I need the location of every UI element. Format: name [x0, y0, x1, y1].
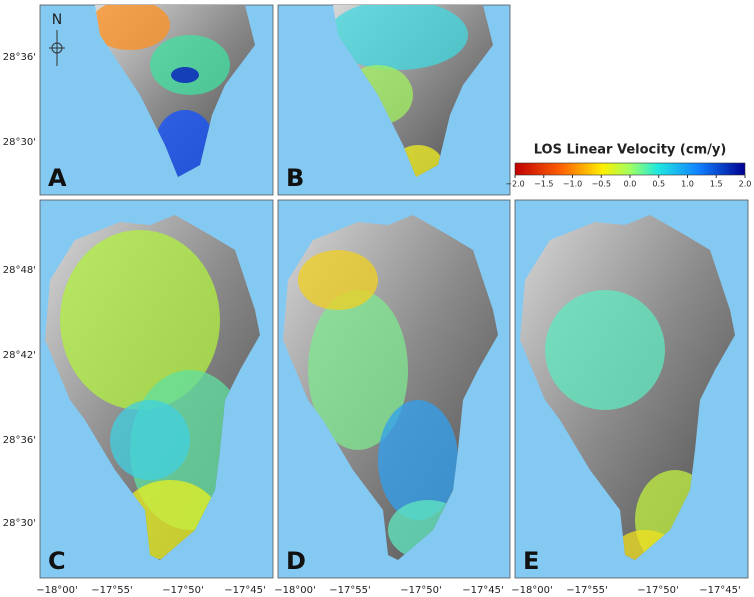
panel-label: A — [48, 164, 67, 192]
panel-label: D — [286, 547, 306, 575]
lon-label: −17°50' — [162, 585, 204, 596]
map-panel: A — [39, 4, 274, 196]
lon-label: −17°45' — [224, 585, 266, 596]
colorbar-tick-label: −2.0 — [505, 180, 524, 189]
colorbar-tick-label: 1.0 — [681, 180, 694, 189]
velocity-patch — [308, 290, 408, 450]
map-panel: E — [514, 199, 749, 579]
colorbar-title: LOS Linear Velocity (cm/y) — [534, 143, 727, 158]
lon-label: −17°45' — [699, 585, 741, 596]
lat-label: 28°30' — [3, 518, 36, 529]
colorbar-tick-label: 1.5 — [710, 180, 723, 189]
colorbar-tick-label: −0.5 — [592, 180, 611, 189]
lon-label: −17°50' — [400, 585, 442, 596]
map-panel: C — [39, 199, 274, 579]
lat-label: 28°42' — [3, 350, 36, 361]
velocity-patch — [171, 67, 199, 83]
lon-label: −17°45' — [462, 585, 504, 596]
colorbar-tick-label: 0.0 — [624, 180, 637, 189]
velocity-patch — [95, 5, 170, 50]
colorbar-tick-label: 2.0 — [739, 180, 752, 189]
north-label: N — [52, 12, 62, 28]
lat-label: 28°48' — [3, 265, 36, 276]
lon-label: −17°55' — [91, 585, 133, 596]
map-panel: B — [277, 4, 511, 196]
map-panel: D — [277, 199, 511, 579]
velocity-patch — [110, 400, 190, 480]
lon-label: −18°00' — [511, 585, 553, 596]
velocity-patch — [60, 230, 220, 410]
lon-label: −18°00' — [36, 585, 78, 596]
lon-label: −17°55' — [329, 585, 371, 596]
velocity-patch — [545, 290, 665, 410]
lat-label: 28°36' — [3, 52, 36, 63]
colorbar-tick-label: −1.5 — [534, 180, 553, 189]
lat-label: 28°36' — [3, 435, 36, 446]
lat-label: 28°30' — [3, 137, 36, 148]
velocity-patch — [333, 5, 468, 70]
panel-label: B — [286, 164, 304, 192]
lon-label: −18°00' — [274, 585, 316, 596]
velocity-patch — [298, 250, 378, 310]
velocity-patch — [150, 35, 230, 95]
colorbar-tick-label: −1.0 — [563, 180, 582, 189]
colorbar — [514, 162, 746, 176]
panel-label: E — [523, 547, 539, 575]
velocity-patch — [378, 400, 458, 520]
panel-label: C — [48, 547, 66, 575]
lon-label: −17°55' — [566, 585, 608, 596]
lon-label: −17°50' — [637, 585, 679, 596]
colorbar-tick-label: 0.5 — [652, 180, 665, 189]
